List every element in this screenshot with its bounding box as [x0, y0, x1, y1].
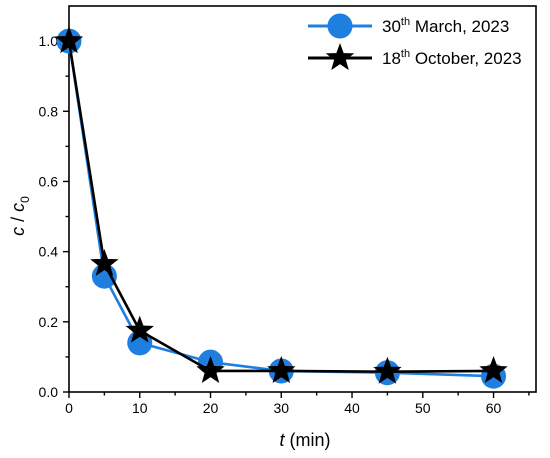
x-axis-title: t (min)	[279, 430, 330, 450]
axes	[68, 5, 537, 393]
data-point	[90, 248, 119, 277]
y-tick-label: 0.2	[39, 314, 59, 330]
y-tick-label: 0.8	[39, 103, 59, 119]
y-tick-label: 0.0	[39, 384, 59, 400]
x-tick-label: 40	[344, 400, 360, 416]
data-point	[196, 356, 225, 384]
data-point	[125, 315, 154, 343]
y-tick-label: 1.0	[39, 33, 59, 49]
y-tick-label: 0.4	[39, 244, 59, 260]
data-point	[479, 356, 508, 384]
series-october-2023	[54, 26, 508, 384]
data-point	[54, 26, 84, 54]
y-axis-title: c / c0	[8, 196, 32, 236]
data-point	[373, 356, 402, 384]
data-point	[267, 355, 296, 384]
x-tick-label: 50	[415, 400, 431, 416]
series-march-2023	[56, 28, 507, 389]
legend-marker	[327, 13, 353, 39]
x-tick-label: 10	[132, 400, 148, 416]
legend: 30th March, 2023 18th October, 2023	[308, 13, 522, 71]
x-tick-label: 20	[203, 400, 219, 416]
ticks: 0 10 20 30 40 50 60 0.0 0.2 0.4 0.6 0.8 1.0	[39, 33, 530, 416]
series-layer	[54, 26, 508, 389]
legend-marker	[325, 43, 355, 71]
legend-item: 18th October, 2023	[308, 43, 522, 71]
legend-item: 30th March, 2023	[308, 13, 509, 39]
y-tick-label: 0.6	[39, 173, 59, 189]
plot-frame	[68, 5, 537, 393]
x-tick-label: 0	[65, 400, 73, 416]
legend-label: 30th March, 2023	[382, 16, 509, 36]
x-tick-label: 60	[486, 400, 502, 416]
x-tick-label: 30	[273, 400, 289, 416]
legend-label: 18th October, 2023	[382, 48, 522, 68]
series-line	[67, 40, 494, 373]
